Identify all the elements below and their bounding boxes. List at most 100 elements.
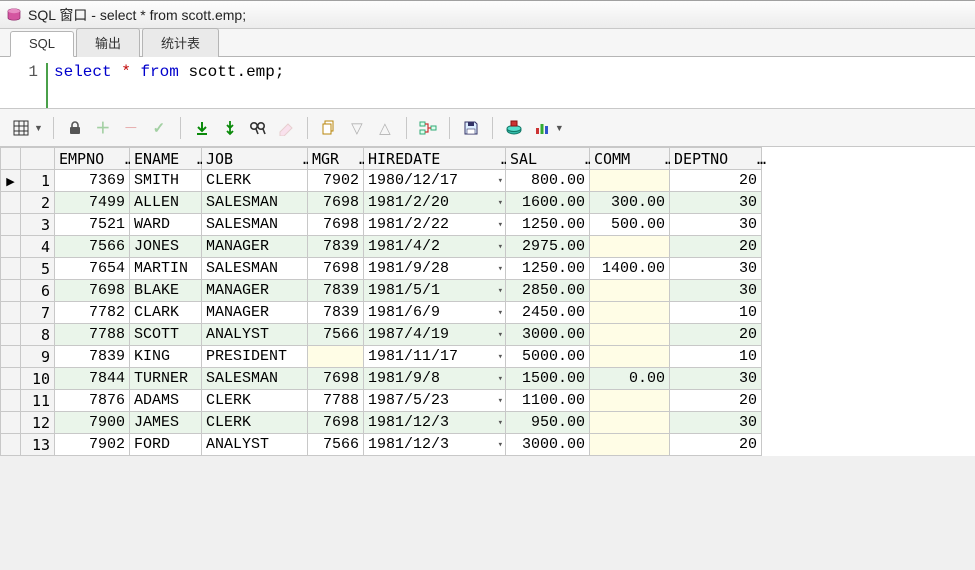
find-button[interactable] [247,117,269,139]
cell-job[interactable]: SALESMAN [202,258,308,280]
cell-mgr[interactable] [308,346,364,368]
cell-empno[interactable]: 7499 [55,192,130,214]
date-picker-icon[interactable]: ▾ [498,176,503,186]
row-number[interactable]: 3 [21,214,55,236]
editor-code[interactable]: select * from scott.emp; [46,63,975,108]
cell-comm[interactable] [590,324,670,346]
cell-mgr[interactable]: 7698 [308,214,364,236]
cell-sal[interactable]: 3000.00 [506,434,590,456]
date-picker-icon[interactable]: ▾ [498,374,503,384]
cell-deptno[interactable]: 30 [670,368,762,390]
cell-empno[interactable]: 7902 [55,434,130,456]
cell-comm[interactable] [590,280,670,302]
cell-job[interactable]: CLERK [202,170,308,192]
cell-job[interactable]: SALESMAN [202,214,308,236]
column-header-mgr[interactable]: MGR… [308,148,364,170]
cell-sal[interactable]: 800.00 [506,170,590,192]
copy-button[interactable] [318,117,340,139]
cell-mgr[interactable]: 7902 [308,170,364,192]
cell-empno[interactable]: 7844 [55,368,130,390]
row-marker[interactable] [1,412,21,434]
row-number[interactable]: 4 [21,236,55,258]
cell-job[interactable]: MANAGER [202,236,308,258]
cell-ename[interactable]: MARTIN [130,258,202,280]
cell-comm[interactable] [590,170,670,192]
row-marker[interactable] [1,258,21,280]
row-number[interactable]: 2 [21,192,55,214]
cell-comm[interactable] [590,236,670,258]
row-marker[interactable] [1,214,21,236]
cell-comm[interactable] [590,346,670,368]
column-sort-icon[interactable]: … [757,150,766,168]
cell-job[interactable]: SALESMAN [202,192,308,214]
cell-empno[interactable]: 7876 [55,390,130,412]
query-builder-button[interactable] [417,117,439,139]
row-marker[interactable] [1,280,21,302]
cell-hiredate[interactable]: 1981/6/9▾ [364,302,506,324]
row-number[interactable]: 9 [21,346,55,368]
cell-deptno[interactable]: 20 [670,390,762,412]
cell-empno[interactable]: 7654 [55,258,130,280]
table-row[interactable]: 27499ALLENSALESMAN76981981/2/20▾1600.003… [1,192,762,214]
sort-asc-button[interactable]: △ [374,117,396,139]
table-row[interactable]: 107844TURNERSALESMAN76981981/9/8▾1500.00… [1,368,762,390]
column-header-comm[interactable]: COMM… [590,148,670,170]
cell-hiredate[interactable]: 1981/2/20▾ [364,192,506,214]
date-picker-icon[interactable]: ▾ [498,198,503,208]
cell-hiredate[interactable]: 1981/11/17▾ [364,346,506,368]
sort-desc-button[interactable]: ▽ [346,117,368,139]
cell-empno[interactable]: 7698 [55,280,130,302]
cell-empno[interactable]: 7788 [55,324,130,346]
cell-ename[interactable]: ADAMS [130,390,202,412]
cell-mgr[interactable]: 7788 [308,390,364,412]
row-number[interactable]: 10 [21,368,55,390]
cell-job[interactable]: SALESMAN [202,368,308,390]
cell-deptno[interactable]: 20 [670,324,762,346]
cell-comm[interactable] [590,434,670,456]
table-row[interactable]: 57654MARTINSALESMAN76981981/9/28▾1250.00… [1,258,762,280]
cell-deptno[interactable]: 10 [670,346,762,368]
row-marker[interactable] [1,346,21,368]
delete-row-button[interactable]: － [120,117,142,139]
cell-job[interactable]: PRESIDENT [202,346,308,368]
date-picker-icon[interactable]: ▾ [498,352,503,362]
cell-hiredate[interactable]: 1981/12/3▾ [364,434,506,456]
cell-ename[interactable]: BLAKE [130,280,202,302]
row-number[interactable]: 8 [21,324,55,346]
cell-ename[interactable]: SCOTT [130,324,202,346]
table-row[interactable]: 117876ADAMSCLERK77881987/5/23▾1100.0020 [1,390,762,412]
fetch-all-button[interactable] [219,117,241,139]
clear-filter-button[interactable] [275,117,297,139]
row-number[interactable]: 12 [21,412,55,434]
cell-sal[interactable]: 1600.00 [506,192,590,214]
chart-button[interactable] [531,117,553,139]
cell-sal[interactable]: 1250.00 [506,214,590,236]
cell-comm[interactable]: 300.00 [590,192,670,214]
table-row[interactable]: 137902FORDANALYST75661981/12/3▾3000.0020 [1,434,762,456]
cell-sal[interactable]: 5000.00 [506,346,590,368]
cell-job[interactable]: ANALYST [202,434,308,456]
export-button[interactable] [503,117,525,139]
cell-mgr[interactable]: 7698 [308,368,364,390]
cell-deptno[interactable]: 20 [670,434,762,456]
date-picker-icon[interactable]: ▾ [498,264,503,274]
row-marker[interactable] [1,390,21,412]
cell-job[interactable]: MANAGER [202,280,308,302]
cell-deptno[interactable]: 30 [670,192,762,214]
table-row[interactable]: 87788SCOTTANALYST75661987/4/19▾3000.0020 [1,324,762,346]
add-row-button[interactable]: ＋ [92,117,114,139]
cell-comm[interactable]: 0.00 [590,368,670,390]
cell-mgr[interactable]: 7698 [308,258,364,280]
cell-sal[interactable]: 1500.00 [506,368,590,390]
cell-sal[interactable]: 2975.00 [506,236,590,258]
cell-deptno[interactable]: 30 [670,214,762,236]
sql-editor[interactable]: 1 select * from scott.emp; [0,57,975,109]
table-row[interactable]: 127900JAMESCLERK76981981/12/3▾950.0030 [1,412,762,434]
cell-sal[interactable]: 1100.00 [506,390,590,412]
cell-job[interactable]: MANAGER [202,302,308,324]
commit-button[interactable]: ✓ [148,117,170,139]
date-picker-icon[interactable]: ▾ [498,242,503,252]
table-row[interactable]: 97839KINGPRESIDENT1981/11/17▾5000.0010 [1,346,762,368]
cell-mgr[interactable]: 7839 [308,280,364,302]
date-picker-icon[interactable]: ▾ [498,220,503,230]
